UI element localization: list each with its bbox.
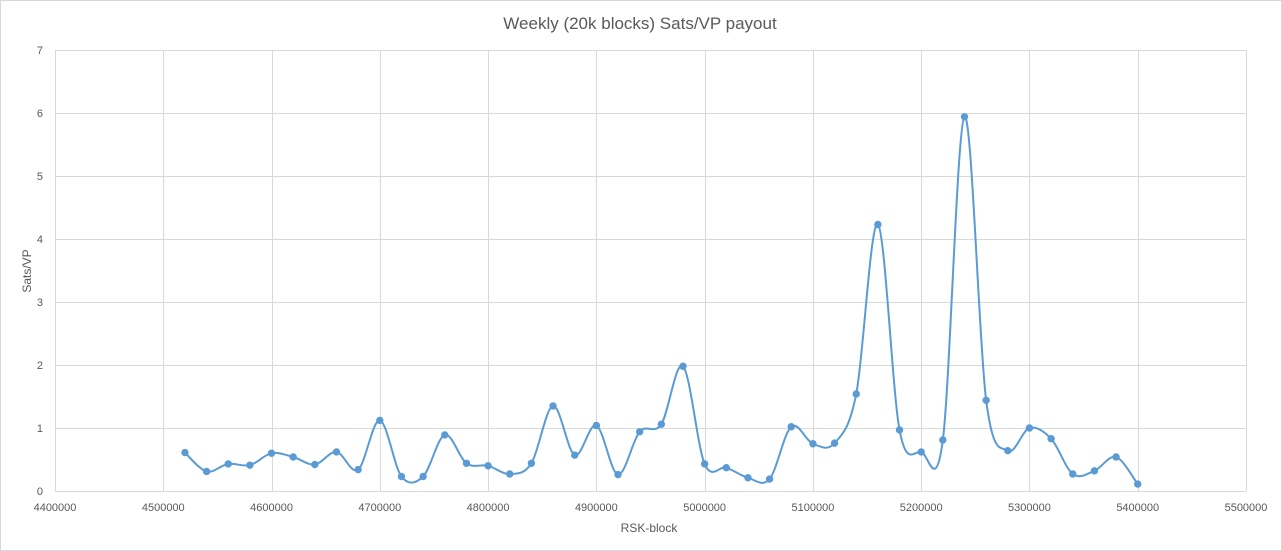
horizontal-gridlines — [55, 50, 1246, 492]
x-tick-label: 4900000 — [575, 502, 618, 514]
data-point — [982, 396, 990, 404]
data-point — [592, 421, 601, 430]
data-point — [1069, 470, 1077, 478]
x-tick-label: 5000000 — [683, 502, 726, 514]
data-point — [917, 448, 925, 456]
series-layer — [181, 113, 1142, 488]
data-point — [462, 459, 471, 467]
data-point — [614, 470, 622, 479]
data-point — [332, 448, 341, 456]
y-tick-label: 6 — [37, 108, 43, 120]
x-tick-label: 4400000 — [34, 502, 77, 514]
y-tick-label: 4 — [37, 234, 43, 246]
x-tick-label: 5500000 — [1225, 502, 1268, 514]
data-point — [376, 416, 384, 425]
x-tick-label: 5100000 — [791, 502, 834, 514]
x-tick-label: 4500000 — [142, 502, 185, 514]
data-point — [635, 428, 644, 436]
data-point — [224, 460, 232, 468]
data-point — [874, 220, 882, 229]
data-point — [657, 420, 666, 428]
x-tick-label: 4800000 — [467, 502, 510, 514]
data-point — [895, 426, 904, 434]
data-point — [202, 467, 211, 476]
data-point — [484, 462, 492, 470]
x-tick-label: 4700000 — [358, 502, 401, 514]
data-point — [852, 390, 860, 398]
data-point — [765, 475, 774, 483]
data-point — [246, 461, 254, 469]
data-point — [506, 470, 514, 478]
data-point — [419, 472, 427, 481]
data-point — [354, 465, 362, 474]
chart-title: Weekly (20k blocks) Sats/VP payout — [503, 14, 777, 33]
data-point — [527, 459, 536, 467]
data-point — [289, 453, 297, 461]
data-point — [441, 431, 449, 439]
data-point — [549, 402, 557, 410]
data-point — [1134, 480, 1142, 488]
y-axis-title: Sats/VP — [20, 249, 34, 292]
data-point — [960, 113, 969, 121]
data-point — [397, 472, 406, 481]
x-tick-labels: 4400000 4500000 4600000 4700000 4800000 49000… — [34, 502, 1268, 514]
data-point — [1004, 446, 1012, 455]
y-tick-label: 0 — [37, 486, 43, 498]
data-point — [700, 460, 709, 468]
x-tick-label: 4600000 — [250, 502, 293, 514]
data-point — [722, 463, 730, 472]
x-tick-label: 5400000 — [1116, 502, 1159, 514]
data-point — [744, 474, 752, 482]
data-point — [787, 423, 795, 431]
y-tick-label: 1 — [37, 423, 43, 435]
data-point — [311, 460, 319, 469]
y-tick-labels: 0 1 2 3 4 5 6 7 — [37, 45, 43, 498]
data-point — [267, 449, 276, 457]
data-point — [571, 451, 579, 459]
data-point — [809, 440, 817, 448]
y-tick-label: 3 — [37, 297, 43, 309]
data-point — [1090, 467, 1099, 475]
data-point — [939, 436, 947, 444]
y-tick-label: 2 — [37, 360, 43, 372]
x-tick-label: 5200000 — [900, 502, 943, 514]
data-point — [1047, 435, 1055, 443]
data-point — [1025, 424, 1034, 432]
data-point — [830, 439, 839, 447]
data-point — [679, 362, 687, 370]
y-tick-label: 7 — [37, 45, 43, 57]
x-tick-label: 5300000 — [1008, 502, 1051, 514]
y-tick-label: 5 — [37, 171, 43, 183]
vertical-gridlines — [55, 50, 1247, 491]
data-point — [1112, 453, 1120, 461]
data-point — [181, 448, 189, 457]
x-axis-title: RSK-block — [621, 521, 679, 535]
